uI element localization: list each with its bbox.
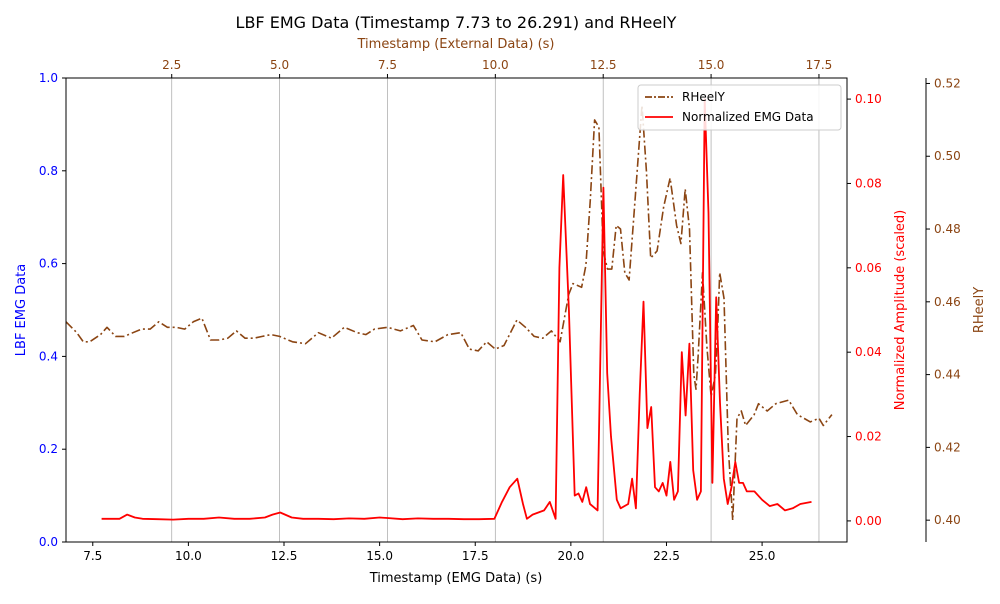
- bottom-axis-label: Timestamp (EMG Data) (s): [369, 571, 543, 586]
- top-tick-label-4: 12.5: [590, 58, 617, 72]
- top-tick-label-6: 17.5: [806, 58, 833, 72]
- right2-tick-label-4: 0.48: [934, 222, 961, 236]
- legend-box: [637, 84, 842, 131]
- right-tick-label-5: 0.10: [855, 92, 882, 106]
- bottom-tick-label-1: 10.0: [175, 549, 202, 563]
- bottom-tick-label-2: 12.5: [271, 549, 298, 563]
- right2-axis-label: RHeelY: [972, 287, 987, 333]
- right2-tick-label-1: 0.42: [934, 440, 961, 454]
- plot-frame: [65, 77, 848, 543]
- grid-lines: [171, 78, 820, 542]
- bottom-tick-label-3: 15.0: [366, 549, 393, 563]
- bottom-tick-label-6: 22.5: [653, 549, 680, 563]
- bottom-tick-label-4: 17.5: [462, 549, 489, 563]
- left-tick-label-0: 0.0: [39, 535, 58, 549]
- right-tick-label-1: 0.02: [855, 430, 882, 444]
- legend-label-1: Normalized EMG Data: [682, 110, 814, 124]
- left-tick-label-5: 1.0: [39, 71, 58, 85]
- right2-tick-label-5: 0.50: [934, 149, 961, 163]
- legend-label-0: RHeelY: [682, 90, 725, 104]
- right-tick-label-4: 0.08: [855, 176, 882, 190]
- top-tick-label-2: 7.5: [378, 58, 397, 72]
- top-axis-label: Timestamp (External Data) (s): [357, 37, 555, 52]
- right2-tick-label-2: 0.44: [934, 368, 961, 382]
- right-axis-label: Normalized Amplitude (scaled): [893, 210, 908, 411]
- bottom-tick-label-5: 20.0: [557, 549, 584, 563]
- series-line-normalized-emg-data: [101, 98, 812, 521]
- left-tick-label-3: 0.6: [39, 257, 58, 271]
- bottom-tick-label-7: 25.0: [749, 549, 776, 563]
- right2-tick-label-6: 0.52: [934, 76, 961, 90]
- chart-title: LBF EMG Data (Timestamp 7.73 to 26.291) …: [236, 13, 677, 32]
- left-tick-label-2: 0.4: [39, 349, 58, 363]
- top-tick-label-0: 2.5: [162, 58, 181, 72]
- series-lines: [65, 98, 833, 521]
- right-tick-label-3: 0.06: [855, 261, 882, 275]
- left-tick-label-4: 0.8: [39, 164, 58, 178]
- right-tick-label-0: 0.00: [855, 514, 882, 528]
- top-tick-label-3: 10.0: [482, 58, 509, 72]
- left-axis-label: LBF EMG Data: [14, 264, 29, 356]
- top-tick-label-1: 5.0: [270, 58, 289, 72]
- top-tick-label-5: 15.0: [698, 58, 725, 72]
- right-tick-label-2: 0.04: [855, 345, 882, 359]
- right2-tick-label-0: 0.40: [934, 513, 961, 527]
- bottom-tick-label-0: 7.5: [83, 549, 102, 563]
- right2-tick-label-3: 0.46: [934, 295, 961, 309]
- left-tick-label-1: 0.2: [39, 442, 58, 456]
- legend: RHeelY Normalized EMG Data: [637, 84, 842, 131]
